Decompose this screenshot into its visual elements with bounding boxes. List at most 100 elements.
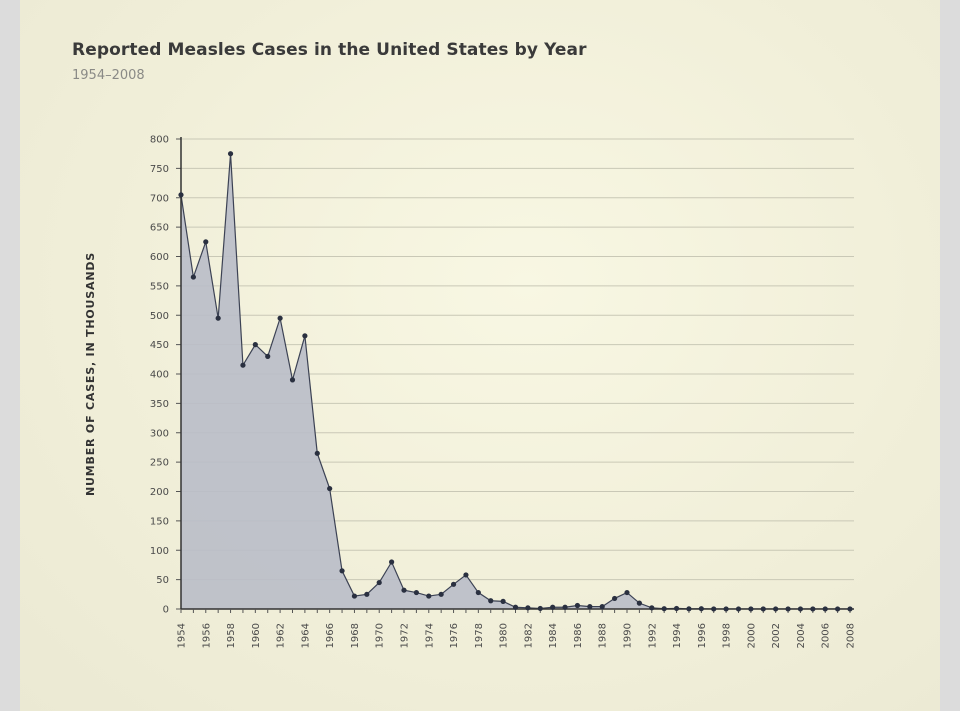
x-tick-label: 1988	[598, 623, 609, 648]
x-tick-label: 2002	[771, 623, 782, 648]
x-tick-label: 1984	[548, 623, 559, 648]
area-layer	[180, 153, 850, 610]
y-tick-labels: 0 50 100 150 200 250 300 350 400 450 500 550 600 650 7…	[150, 135, 169, 616]
y-tick-label: 550	[150, 281, 169, 292]
data-point	[500, 598, 506, 604]
x-tick-label: 1970	[375, 623, 386, 648]
x-tick-label: 2004	[796, 623, 807, 648]
data-point	[760, 606, 766, 612]
x-tick-label: 1966	[325, 623, 336, 648]
data-point	[748, 606, 754, 612]
x-tick-label: 1964	[300, 623, 311, 648]
x-tick-label: 2008	[846, 623, 857, 648]
data-point	[723, 606, 729, 612]
data-point	[649, 605, 655, 611]
data-point	[636, 600, 642, 606]
data-point	[314, 450, 320, 456]
x-tick-label: 1954	[177, 623, 188, 648]
data-point	[289, 377, 296, 383]
data-point	[599, 604, 605, 610]
x-tick-label: 1974	[424, 623, 435, 648]
data-point	[327, 485, 333, 492]
y-tick-label: 400	[150, 370, 169, 381]
data-point	[773, 606, 779, 612]
y-tick-label: 300	[150, 428, 169, 439]
data-point	[450, 581, 457, 587]
y-tick-label: 650	[150, 223, 169, 234]
x-tick-label: 1978	[474, 623, 485, 648]
data-point	[475, 589, 481, 596]
data-point	[562, 604, 568, 610]
x-tick-label: 1996	[697, 623, 708, 648]
data-point	[797, 606, 804, 612]
data-point	[847, 606, 853, 612]
data-point	[612, 595, 618, 602]
data-point	[587, 604, 593, 610]
data-point	[686, 606, 692, 612]
data-point	[190, 274, 196, 280]
x-tick-label: 1980	[499, 623, 510, 648]
axes	[176, 137, 854, 613]
data-point	[265, 353, 271, 359]
data-point	[302, 333, 308, 339]
y-tick-label: 700	[150, 193, 169, 204]
data-point	[624, 589, 630, 596]
y-tick-label: 200	[150, 487, 169, 498]
data-point	[785, 606, 791, 612]
data-point	[822, 606, 828, 612]
data-point	[252, 342, 258, 348]
x-tick-label: 1960	[251, 623, 262, 648]
area-fill	[181, 153, 850, 609]
data-point	[550, 604, 556, 610]
data-point	[711, 606, 717, 612]
x-tick-label: 1962	[276, 623, 287, 648]
data-point	[277, 315, 283, 321]
y-tick-label: 500	[150, 311, 169, 322]
x-tick-label: 1976	[449, 623, 460, 648]
x-tick-label: 1958	[226, 623, 237, 648]
y-tick-label: 50	[156, 575, 169, 586]
data-point	[203, 239, 209, 245]
y-tick-label: 350	[150, 399, 169, 410]
x-tick-label: 1990	[623, 623, 634, 648]
y-tick-label: 0	[163, 605, 169, 616]
data-point	[525, 605, 531, 611]
data-point	[351, 593, 358, 599]
data-point	[227, 151, 234, 157]
data-point	[376, 579, 382, 586]
chart-subtitle: 1954–2008	[72, 68, 145, 83]
y-tick-label: 800	[150, 135, 169, 146]
y-tick-label: 450	[150, 340, 169, 351]
y-tick-label: 100	[150, 546, 169, 557]
x-tick-label: 1994	[672, 623, 683, 648]
data-point	[178, 192, 184, 198]
data-point	[389, 559, 395, 565]
data-point	[240, 362, 246, 368]
data-point	[735, 606, 742, 612]
data-point	[463, 572, 469, 578]
data-point	[426, 593, 432, 599]
data-point	[512, 604, 519, 610]
x-tick-label: 1956	[201, 623, 212, 648]
y-tick-label: 600	[150, 252, 169, 263]
data-point	[401, 587, 407, 593]
x-tick-label: 1972	[400, 623, 411, 648]
data-point	[835, 606, 841, 612]
x-tick-label: 2000	[746, 623, 757, 648]
data-point	[574, 602, 581, 609]
data-point	[810, 606, 816, 612]
x-tick-label: 1968	[350, 623, 361, 648]
y-tick-label: 750	[150, 164, 169, 175]
x-tick-label: 1982	[523, 623, 534, 648]
x-tick-label: 1986	[573, 623, 584, 648]
data-point	[438, 591, 444, 597]
data-point	[698, 606, 704, 612]
x-tick-labels: 1954 1956 1958 1960 1962 1964 1966 1968 1970 1972…	[177, 623, 857, 648]
data-point	[364, 591, 370, 597]
data-markers	[178, 151, 853, 612]
x-tick-label: 1998	[722, 623, 733, 648]
chart-title: Reported Measles Cases in the United Sta…	[72, 40, 587, 60]
data-point	[673, 605, 680, 612]
data-point	[537, 605, 543, 612]
